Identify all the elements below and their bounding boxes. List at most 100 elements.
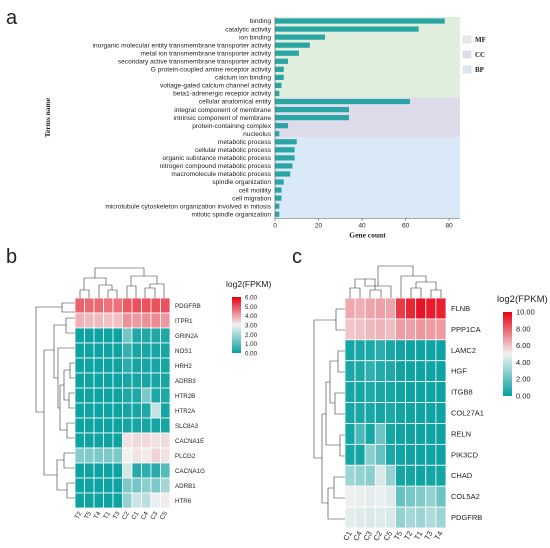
heatmap-cell [425,360,437,383]
bar [275,90,280,97]
heatmap-cell [122,297,133,314]
column-label: T4 [433,530,445,542]
row-dendrogram-branch [59,384,67,431]
heatmap-cell [384,360,396,383]
heatmap-cell [122,432,133,449]
row-label: GRIN2A [175,333,199,340]
term-label: binding [250,18,272,25]
heatmap-cell [364,423,376,445]
heatmap-cell [374,360,386,383]
heatmap-cell [74,342,85,359]
term-label: ion binding [239,34,271,41]
heatmap-cell [364,318,376,341]
heatmap-cell [150,297,161,314]
heatmap-cell [364,339,376,362]
heatmap-cell [74,417,85,434]
heatmap-cell [384,339,396,362]
heatmap-cell [344,506,356,529]
heatmap-cell [425,402,437,424]
term-label: metabolic process [218,139,272,146]
heatmap-cell [122,312,133,329]
row-dendrogram-branch [325,381,340,446]
heatmap-cell [384,297,396,320]
heatmap-cell [160,372,171,389]
heatmap-cell [374,464,386,487]
heatmap-cell [405,297,417,320]
color-scale-tick-label: 4.00 [516,358,531,367]
row-dendrogram-branch [329,360,338,404]
legend-swatch-mf [462,35,472,44]
heatmap-cell [160,327,171,344]
row-label: ADRB1 [175,483,196,490]
row-label: ITGB8 [451,388,473,397]
color-scale-tick-label: 4.00 [245,313,258,320]
heatmap-cell [150,312,161,329]
column-label: T1 [412,530,424,542]
heatmap-cell [425,423,437,445]
heatmap-cell [103,462,114,479]
term-label: cell migration [232,195,271,202]
color-scale-tick-label: 2.00 [245,332,258,339]
term-label: cellular metabolic process [195,147,272,154]
row-label: SLC8A3 [175,423,199,430]
heatmap-cell [405,506,417,529]
heatmap-cell [141,492,152,509]
heatmap-cell [405,402,417,424]
heatmap-cell [415,443,427,466]
heatmap-cell [415,297,427,320]
column-label: C5 [382,530,395,543]
heatmap-cell [344,402,356,424]
heatmap-cell [112,492,123,509]
heatmap-cell [103,342,114,359]
heatmap-cell [93,462,104,479]
term-label: G protein-coupled amine receptor activit… [151,67,272,74]
column-dendrogram-branch [430,289,442,298]
bar [275,171,291,177]
heatmap-cell [93,312,104,329]
term-label: cell motility [239,187,272,194]
heatmap-cell [112,372,123,389]
heatmap-cell [122,462,133,479]
heatmap-cell [122,387,133,404]
panel-label-b: b [6,246,17,268]
heatmap-cell [395,318,407,341]
heatmap-cell [354,485,366,508]
heatmap-cell [141,357,152,374]
bar [275,26,419,32]
row-dendrogram-branch [334,392,345,415]
heatmap-cell [344,360,356,383]
heatmap-cell [122,477,133,494]
heatmap-cell [415,402,427,424]
heatmap-cell [384,318,396,341]
legend-label-cc: CC [475,51,485,59]
column-label: C2 [371,530,384,543]
heatmap-cell [74,462,85,479]
heatmap-cell [141,342,152,359]
heatmap-cell [93,387,104,404]
row-label: CACNA1E [175,438,204,445]
heatmap-cell [74,432,85,449]
row-label: NOS1 [175,348,192,355]
term-label: inorganic molecular entity transmembrane… [93,42,272,49]
row-dendrogram-branch [43,349,57,476]
heatmap-cell [374,402,386,424]
heatmap-cell [150,342,161,359]
column-dendrogram-branch [400,275,427,298]
heatmap-cell [354,443,366,466]
heatmap-cell [103,447,114,464]
heatmap-cell [435,381,447,403]
heatmap-cell [344,464,356,487]
column-label: C4 [351,530,364,543]
row-dendrogram-branch [66,482,75,499]
row-dendrogram-branch [335,308,345,331]
heatmap-cell [93,432,104,449]
heatmap-cell [395,402,407,424]
column-dendrogram-branch [410,287,422,298]
heatmap-cell [112,387,123,404]
row-dendrogram-branch [321,413,328,504]
color-scale-title: log2(FPKM) [226,279,272,289]
heatmap-cell [405,381,417,403]
heatmap-cell [112,297,123,314]
heatmap-cell [425,443,437,466]
heatmap-cell [435,423,447,445]
